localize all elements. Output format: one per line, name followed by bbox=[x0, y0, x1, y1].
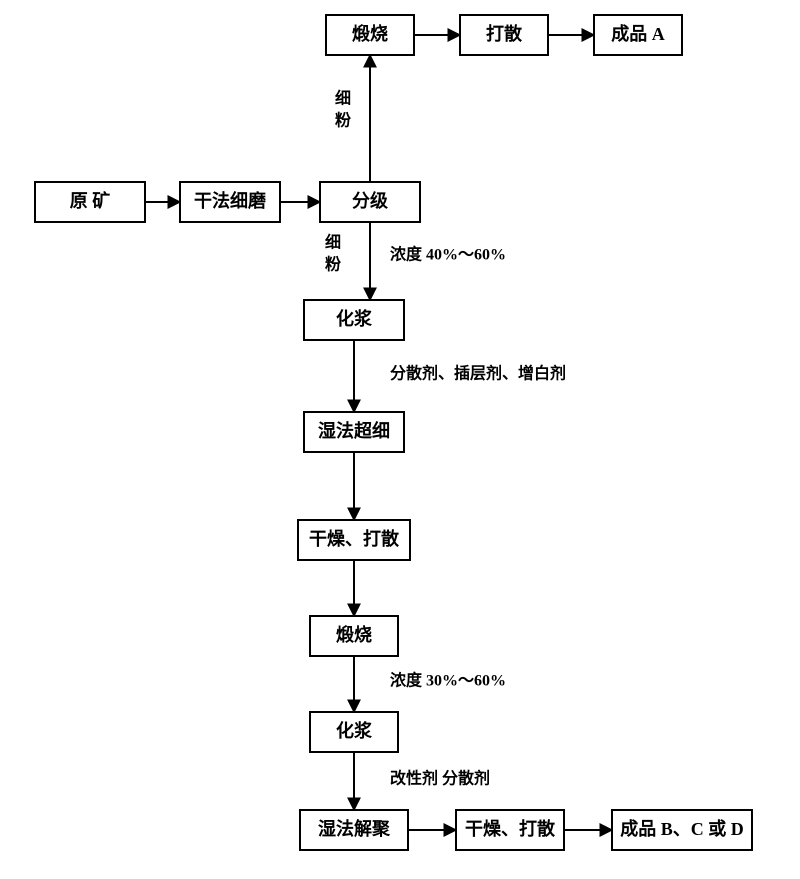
node-label-prodA: 成品 A bbox=[611, 23, 665, 44]
node-label-wetultra: 湿法超细 bbox=[318, 420, 390, 441]
node-classify: 分级 bbox=[320, 182, 420, 222]
annot-conc2: 浓度 30%～60% bbox=[390, 671, 506, 690]
node-scatter1: 打散 bbox=[460, 15, 548, 55]
annot-fine2b: 粉 bbox=[325, 255, 341, 274]
node-calc2: 煅烧 bbox=[310, 616, 398, 656]
annot-fine2a: 细 bbox=[325, 233, 341, 252]
annot-fine1b: 粉 bbox=[335, 111, 351, 130]
node-calc1: 煅烧 bbox=[326, 15, 414, 55]
annot-agents: 分散剂、插层剂、增白剂 bbox=[390, 364, 566, 383]
node-label-scatter1: 打散 bbox=[486, 23, 523, 44]
node-slurry1: 化浆 bbox=[304, 300, 404, 340]
node-label-prodBCD: 成品 B、C 或 D bbox=[620, 818, 744, 839]
node-label-dryscat: 干燥、打散 bbox=[309, 528, 400, 549]
node-drygrind: 干法细磨 bbox=[180, 182, 280, 222]
node-prodBCD: 成品 B、C 或 D bbox=[612, 810, 752, 850]
node-label-slurry1: 化浆 bbox=[336, 308, 373, 329]
node-label-raw: 原 矿 bbox=[70, 190, 111, 211]
node-label-calc1: 煅烧 bbox=[352, 23, 388, 44]
node-label-dryscat2: 干燥、打散 bbox=[465, 818, 556, 839]
node-label-wetdepoly: 湿法解聚 bbox=[318, 818, 391, 839]
node-raw: 原 矿 bbox=[35, 182, 145, 222]
node-slurry2: 化浆 bbox=[310, 712, 398, 752]
node-wetdepoly: 湿法解聚 bbox=[300, 810, 408, 850]
node-label-slurry2: 化浆 bbox=[336, 720, 373, 741]
annot-mods: 改性剂 分散剂 bbox=[390, 769, 490, 788]
annot-fine1a: 细 bbox=[335, 89, 351, 108]
node-dryscat2: 干燥、打散 bbox=[456, 810, 564, 850]
node-label-calc2: 煅烧 bbox=[336, 624, 372, 645]
node-label-classify: 分级 bbox=[352, 190, 389, 211]
node-dryscat: 干燥、打散 bbox=[298, 520, 410, 560]
node-wetultra: 湿法超细 bbox=[304, 412, 404, 452]
annot-conc1: 浓度 40%～60% bbox=[390, 245, 506, 264]
node-label-drygrind: 干法细磨 bbox=[194, 190, 266, 211]
node-prodA: 成品 A bbox=[594, 15, 682, 55]
